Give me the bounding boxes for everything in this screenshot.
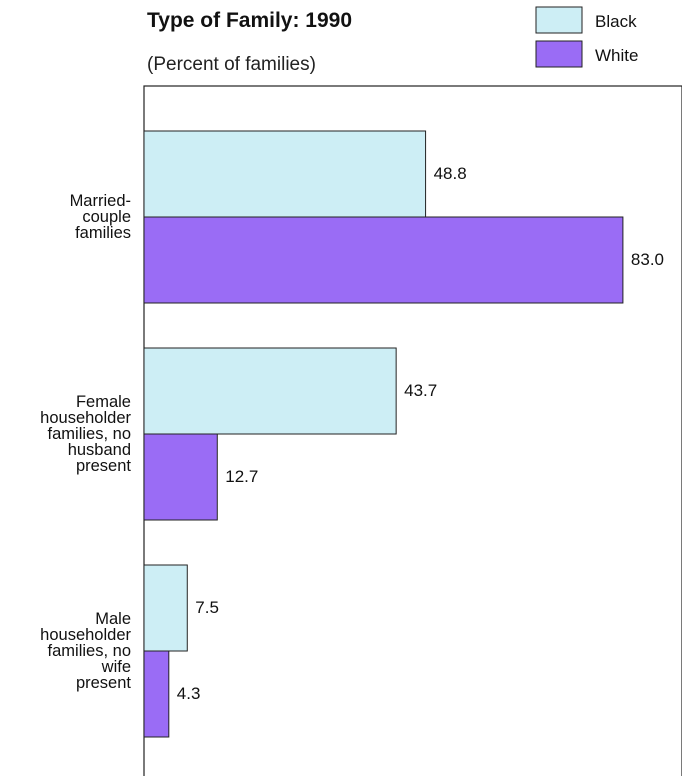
- bar-black-0: [143, 130, 427, 218]
- bar-black-1: [143, 347, 397, 435]
- category-label-line: couple: [82, 208, 131, 226]
- bar-black-2: [143, 564, 188, 652]
- legend-label-white: White: [595, 46, 638, 65]
- bar-white-1: [143, 433, 218, 521]
- category-label-line: householder: [40, 626, 131, 644]
- bars-group: [143, 130, 624, 738]
- category-label-0: Married-couple families: [70, 192, 131, 242]
- value-label-black-2: 7.5: [195, 598, 219, 617]
- bar-white-2: [143, 650, 170, 738]
- category-label-2: Male householder families, no wife present: [40, 610, 131, 692]
- category-label-line: present: [76, 457, 131, 475]
- category-label-line: wife: [101, 658, 131, 676]
- category-label-line: families: [75, 224, 131, 242]
- category-label-line: families, no: [48, 642, 131, 660]
- legend: Black White: [535, 6, 638, 68]
- legend-swatch-black: [535, 6, 583, 34]
- legend-swatch-white: [535, 40, 583, 68]
- category-label-1: Female householder families, no husband pres…: [40, 393, 131, 475]
- chart-subtitle: (Percent of families): [147, 54, 316, 75]
- category-label-line: present: [76, 674, 131, 692]
- category-label-line: families, no: [48, 425, 131, 443]
- chart-title: Type of Family: 1990: [147, 9, 352, 32]
- value-label-white-2: 4.3: [177, 684, 201, 703]
- value-label-white-1: 12.7: [225, 467, 258, 486]
- value-label-black-1: 43.7: [404, 381, 437, 400]
- value-label-black-0: 48.8: [434, 164, 467, 183]
- value-label-white-0: 83.0: [631, 250, 664, 269]
- value-labels: 48.8 43.7 7.5 83.0 12.7 4.3: [177, 164, 664, 703]
- category-label-line: Female: [76, 393, 131, 411]
- category-label-line: Male: [95, 610, 131, 628]
- bar-white-0: [143, 216, 624, 304]
- category-label-line: husband: [68, 441, 131, 459]
- category-label-line: householder: [40, 409, 131, 427]
- category-label-line: Married-: [70, 192, 131, 210]
- legend-label-black: Black: [595, 12, 637, 31]
